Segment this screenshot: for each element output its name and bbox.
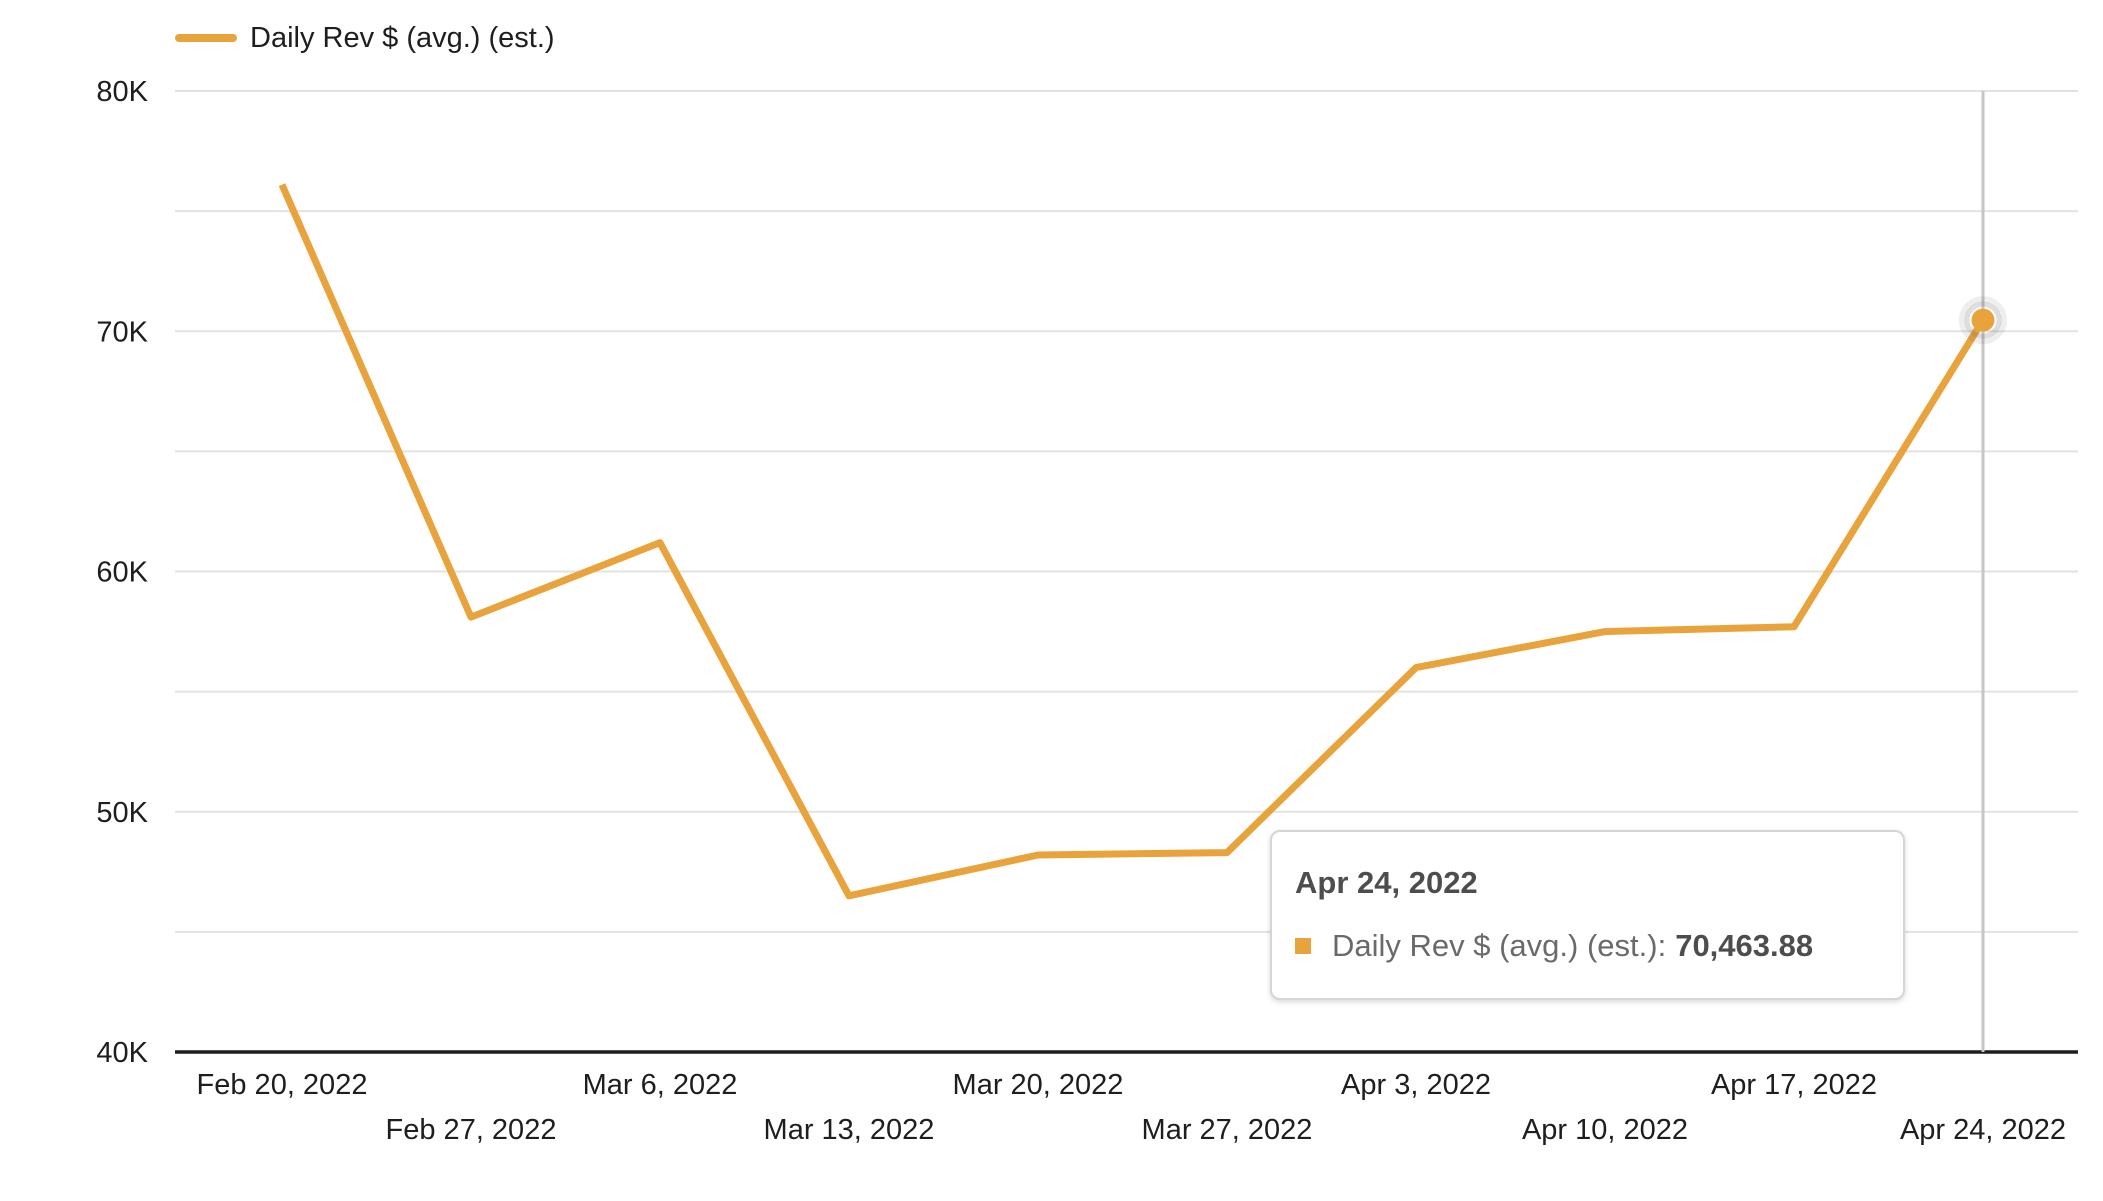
x-axis-label: Apr 17, 2022 bbox=[1711, 1069, 1877, 1101]
x-axis-label: Mar 6, 2022 bbox=[583, 1069, 738, 1101]
legend-label: Daily Rev $ (avg.) (est.) bbox=[250, 21, 555, 54]
legend: Daily Rev $ (avg.) (est.) bbox=[175, 18, 555, 58]
x-axis-label: Feb 20, 2022 bbox=[197, 1069, 368, 1101]
x-axis-label: Mar 13, 2022 bbox=[764, 1114, 935, 1146]
tooltip-series-swatch-icon bbox=[1295, 938, 1311, 954]
y-axis-label: 50K bbox=[96, 797, 148, 829]
tooltip-date-title: Apr 24, 2022 bbox=[1295, 865, 1478, 900]
x-axis-label: Mar 20, 2022 bbox=[953, 1069, 1124, 1101]
tooltip-series-value: 70,463.88 bbox=[1675, 928, 1814, 963]
series-line[interactable] bbox=[278, 183, 1986, 900]
highlight-halo-outer bbox=[1959, 296, 2007, 345]
highlight-point[interactable] bbox=[1971, 308, 1995, 332]
x-axis-label: Apr 10, 2022 bbox=[1522, 1114, 1688, 1146]
y-axis-label: 80K bbox=[96, 76, 148, 108]
legend-line-swatch bbox=[175, 34, 237, 42]
tooltip: Apr 24, 2022 Daily Rev $ (avg.) (est.): … bbox=[1270, 830, 1905, 1000]
x-axis-label: Apr 24, 2022 bbox=[1900, 1114, 2066, 1146]
x-axis-label: Feb 27, 2022 bbox=[386, 1114, 557, 1146]
highlight-halo-inner bbox=[1964, 301, 2002, 339]
x-axis-label: Mar 27, 2022 bbox=[1142, 1114, 1313, 1146]
y-axis-label: 70K bbox=[96, 316, 148, 348]
tooltip-series-label: Daily Rev $ (avg.) (est.): bbox=[1332, 928, 1667, 963]
x-axis-label: Apr 3, 2022 bbox=[1341, 1069, 1491, 1101]
y-axis-label: 60K bbox=[96, 557, 148, 589]
y-axis-label: 40K bbox=[96, 1037, 148, 1069]
tooltip-series-row: Daily Rev $ (avg.) (est.): 70,463.88 bbox=[1295, 928, 1903, 964]
